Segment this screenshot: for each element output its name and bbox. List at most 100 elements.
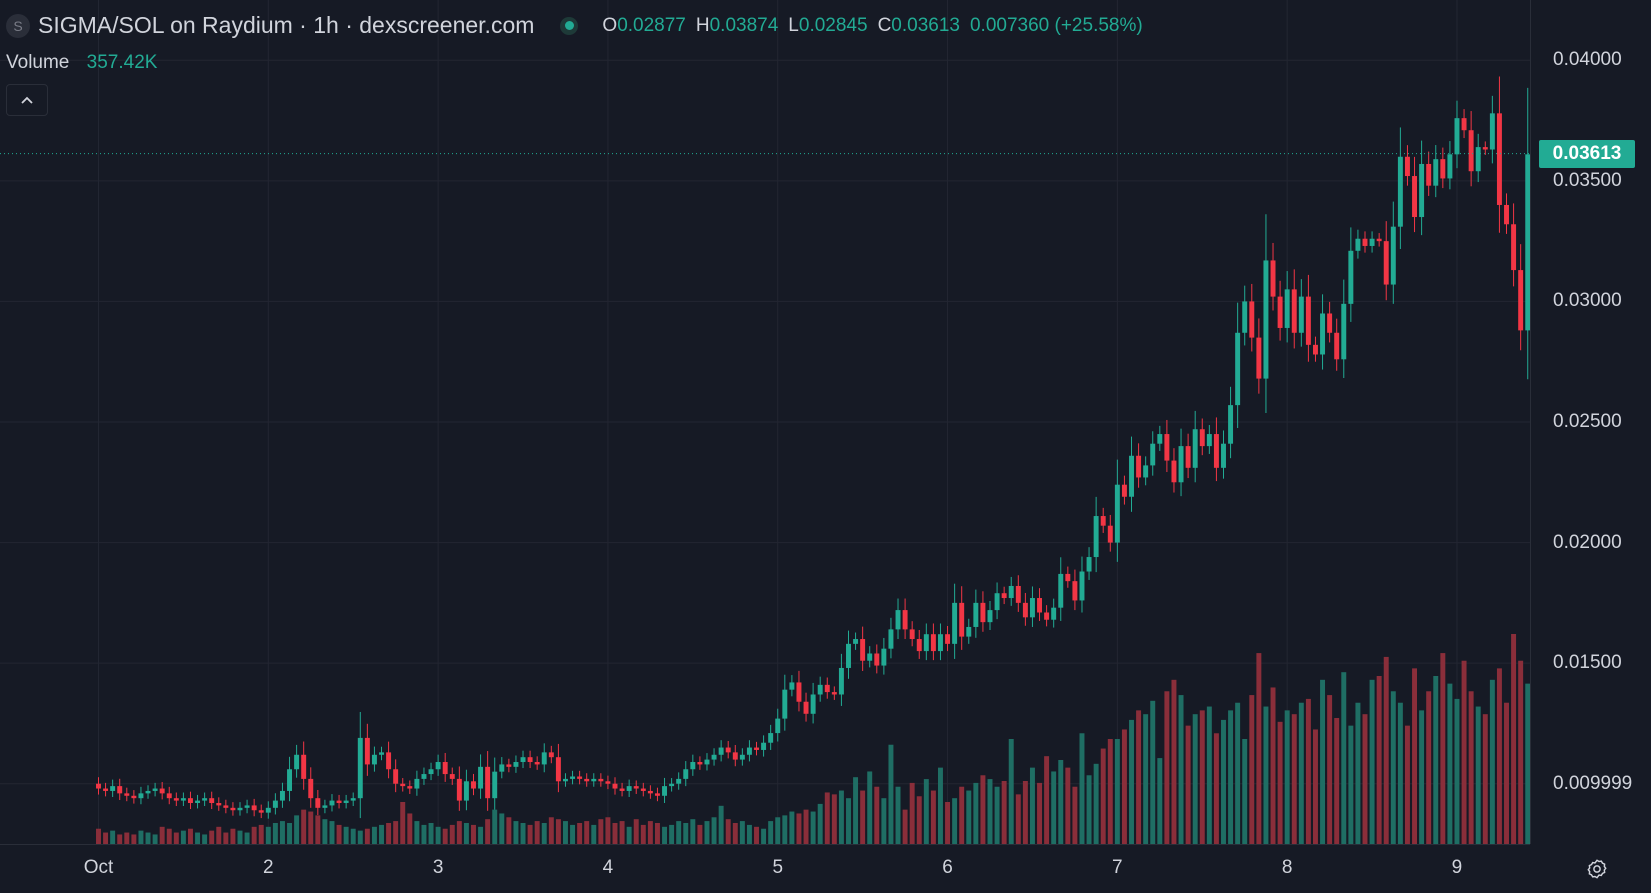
volume-bar xyxy=(1157,758,1163,844)
candle-body xyxy=(1022,602,1028,618)
volume-bar xyxy=(676,821,682,844)
candle-body xyxy=(817,684,823,695)
volume-bar xyxy=(1008,739,1014,844)
volume-bar xyxy=(485,819,491,844)
candle-body xyxy=(860,639,866,661)
volume-bar xyxy=(619,821,625,844)
volume-bar xyxy=(853,777,859,844)
volume-bar xyxy=(1376,676,1382,844)
volume-bar xyxy=(400,802,406,844)
candle-body xyxy=(909,629,915,640)
volume-bar xyxy=(1249,695,1255,844)
candle-body xyxy=(202,798,208,801)
volume-bar xyxy=(1001,781,1007,844)
candle-body xyxy=(1468,130,1474,172)
candle-body xyxy=(1235,332,1241,406)
candle-body xyxy=(1312,344,1318,355)
candle-body xyxy=(485,766,491,799)
volume-bar xyxy=(973,782,979,844)
candle-body xyxy=(1185,446,1191,468)
candle-body xyxy=(1164,434,1170,461)
volume-bar xyxy=(640,824,646,844)
candle-body xyxy=(902,610,908,630)
candle-body xyxy=(1228,405,1234,444)
candle-body xyxy=(612,783,618,789)
candle-body xyxy=(400,783,406,787)
volume-bar xyxy=(860,790,866,844)
candle-body xyxy=(499,764,505,772)
volume-bar xyxy=(527,824,533,844)
candle-body xyxy=(251,805,257,811)
candle-body xyxy=(1037,598,1043,613)
volume-bar xyxy=(662,826,668,844)
candle-body xyxy=(1419,163,1425,218)
candle-body xyxy=(966,626,972,637)
candle-body xyxy=(605,781,611,784)
candle-body xyxy=(1249,301,1255,338)
time-tick-label: 4 xyxy=(602,857,614,878)
volume-bar xyxy=(251,826,257,844)
volume-bar xyxy=(393,821,399,844)
candle-body xyxy=(117,786,123,794)
candle-body xyxy=(916,639,922,652)
candle-body xyxy=(1404,156,1410,177)
candle-body xyxy=(1298,296,1304,333)
candle-body xyxy=(562,778,568,782)
volume-bar xyxy=(824,792,830,844)
volume-bar xyxy=(1044,756,1050,844)
price-tick-label: 0.009999 xyxy=(1553,772,1633,794)
candle-body xyxy=(548,752,554,758)
volume-bar xyxy=(1051,771,1057,844)
price-axis[interactable]: 0.04000 0.03500 0.03000 0.02500 0.02000 0.015… xyxy=(1530,0,1651,844)
volume-bar xyxy=(704,821,710,844)
candle-body xyxy=(534,762,540,765)
volume-bar xyxy=(1277,721,1283,844)
candle-body xyxy=(1355,238,1361,251)
volume-bar xyxy=(598,819,604,844)
volume-legend[interactable]: Volume 357.42K xyxy=(6,52,157,74)
candle-body xyxy=(626,786,632,791)
volume-bar xyxy=(1419,710,1425,844)
price-change: 0.007360 (+25.58%) xyxy=(969,14,1143,36)
chart-plot-area[interactable] xyxy=(0,0,1531,844)
candle-body xyxy=(683,769,689,779)
volume-bar xyxy=(1150,700,1156,844)
volume-bar xyxy=(421,824,427,844)
price-tick-label: 0.03000 xyxy=(1553,290,1622,312)
volume-bar xyxy=(1228,710,1234,844)
volume-bar xyxy=(732,823,738,844)
volume-bar xyxy=(1129,719,1134,844)
volume-bar xyxy=(379,824,384,844)
time-axis[interactable]: Oct 2 3 4 5 6 7 8 9 xyxy=(0,844,1530,893)
candle-body xyxy=(676,778,682,784)
candle-body xyxy=(1213,434,1219,468)
volume-bar xyxy=(1136,710,1142,844)
volume-bar xyxy=(520,823,526,844)
candle-body xyxy=(449,774,455,779)
candle-body xyxy=(1511,224,1517,271)
volume-bar xyxy=(789,811,795,844)
candle-body xyxy=(937,634,943,652)
volume-bar xyxy=(407,813,413,844)
ohlc-close: C0.03613 xyxy=(877,14,960,36)
gear-icon[interactable] xyxy=(1586,858,1608,880)
volume-bar xyxy=(131,834,137,844)
volume-bar xyxy=(1348,725,1354,844)
volume-bar xyxy=(591,824,597,844)
volume-bar xyxy=(1143,714,1149,844)
collapse-legend-button[interactable] xyxy=(6,84,48,116)
candle-body xyxy=(145,790,151,794)
candle-body xyxy=(1362,238,1368,246)
candlestick-chart[interactable] xyxy=(0,0,1531,844)
candle-body xyxy=(1489,113,1495,150)
candle-body xyxy=(478,766,484,789)
market-status-icon[interactable] xyxy=(560,16,579,35)
chart-title[interactable]: SIGMA/SOL on Raydium · 1h · dexscreener.… xyxy=(38,12,535,38)
candle-body xyxy=(1256,337,1262,379)
volume-bar xyxy=(1475,706,1481,844)
volume-bar xyxy=(669,824,675,844)
volume-bar xyxy=(1164,691,1170,844)
volume-bar xyxy=(456,821,462,844)
candle-body xyxy=(1390,226,1396,285)
candle-body xyxy=(265,807,271,813)
